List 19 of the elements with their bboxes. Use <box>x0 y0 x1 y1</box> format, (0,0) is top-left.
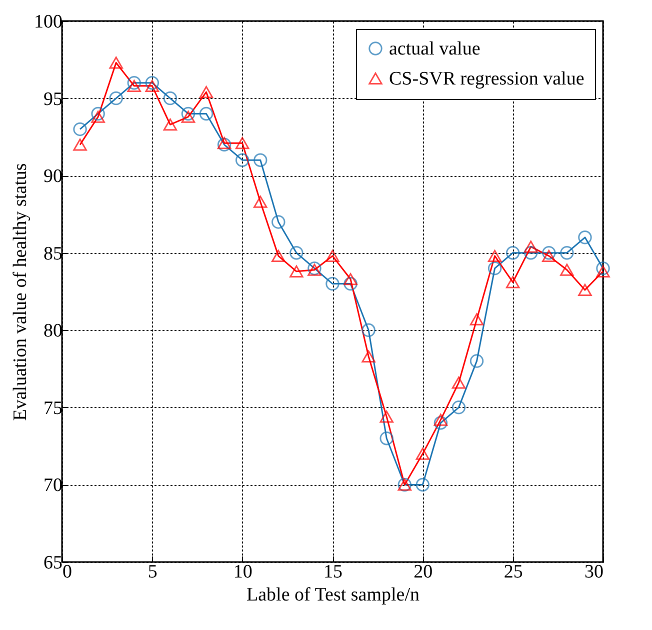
y-tick-label: 95 <box>44 88 62 110</box>
x-tick-label: 30 <box>584 562 604 582</box>
y-tick-label: 80 <box>44 320 62 342</box>
x-axis-title: Lable of Test sample/n <box>246 584 420 606</box>
y-tick-label: 75 <box>44 398 62 419</box>
y-tick-label: 100 <box>34 12 62 32</box>
x-tick-label: 25 <box>504 562 523 582</box>
y-tick-label: 65 <box>44 552 62 574</box>
legend-label: actual value <box>389 38 480 60</box>
y-tick-label: 85 <box>44 243 62 264</box>
x-tick-label: 5 <box>148 562 158 582</box>
x-tick-label: 10 <box>233 562 252 582</box>
y-axis-title: Evaluation value of healthy status <box>10 163 31 421</box>
x-tick-label: 0 <box>62 562 72 582</box>
x-tick-label: 15 <box>324 562 342 582</box>
y-tick-label: 90 <box>44 166 62 188</box>
x-tick-label: 20 <box>414 562 433 582</box>
y-tick-label: 70 <box>44 475 62 496</box>
legend-label: CS-SVR regression value <box>389 68 584 90</box>
